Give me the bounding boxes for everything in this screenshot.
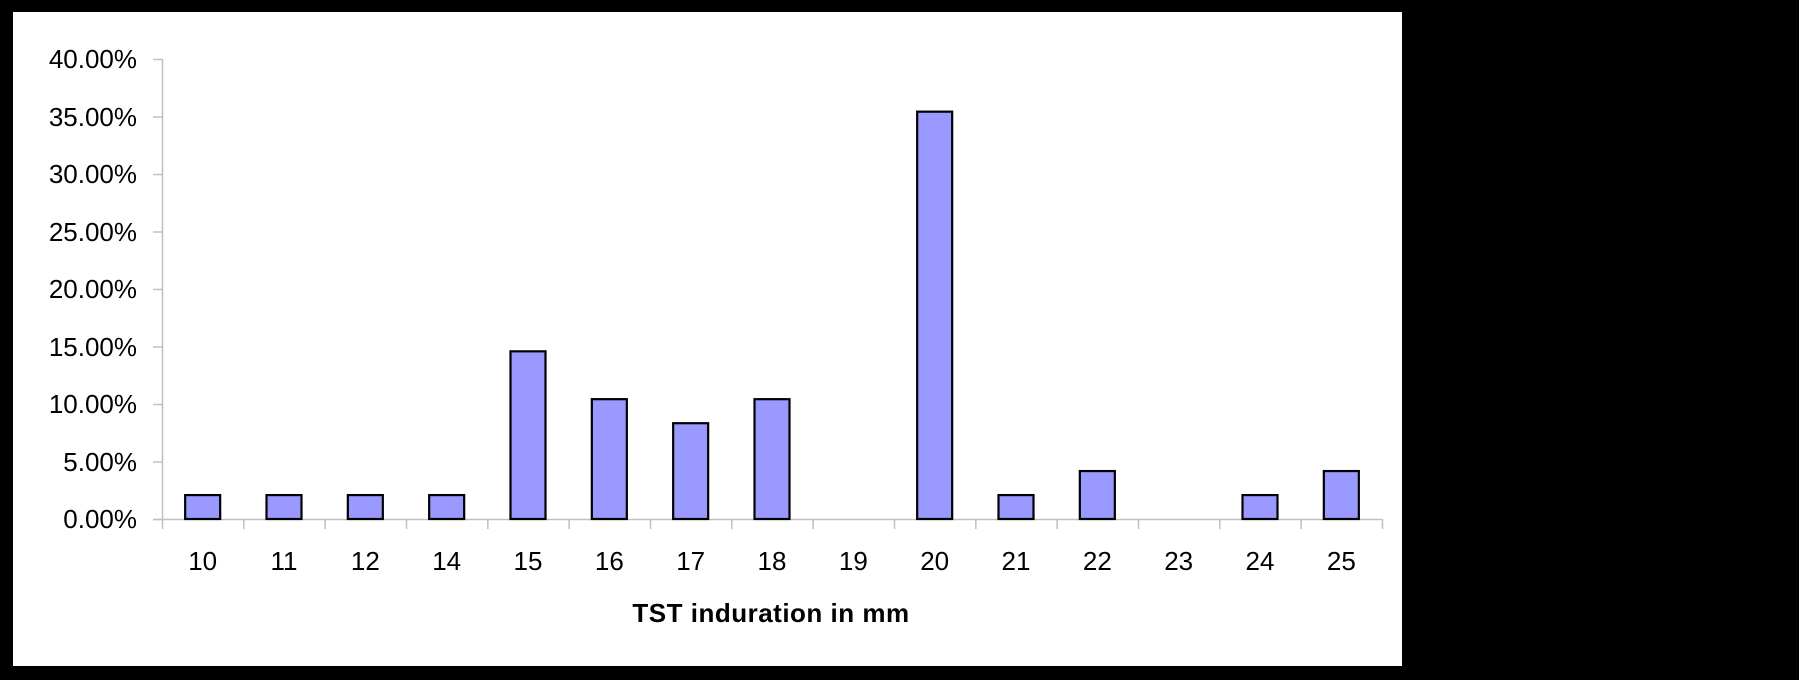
x-tick-label: 21	[1001, 546, 1031, 576]
y-tick-label: 0.00%	[63, 504, 137, 534]
x-tick-label: 25	[1326, 546, 1356, 576]
y-tick-label: 20.00%	[48, 274, 137, 304]
bar-15	[509, 350, 547, 521]
bar-16	[590, 398, 628, 521]
y-tick-label: 25.00%	[48, 216, 137, 247]
y-tick-label: 15.00%	[48, 331, 137, 362]
bar-18	[753, 398, 791, 521]
x-tick-label: 24	[1245, 546, 1275, 576]
y-tick-label: 40.00%	[48, 44, 137, 74]
x-tick-label: 20	[920, 546, 950, 576]
bar-22	[1078, 469, 1116, 521]
bar-17	[672, 422, 710, 521]
x-axis-title: TST induration in mm	[632, 598, 910, 628]
x-tick-label: 23	[1164, 546, 1194, 576]
chart-panel	[13, 12, 1402, 666]
y-tick-label: 30.00%	[48, 159, 137, 189]
bar-25	[1322, 469, 1360, 521]
x-tick-label: 19	[838, 546, 868, 576]
y-tick-label: 10.00%	[48, 389, 137, 419]
x-tick-label: 10	[188, 546, 218, 576]
bars	[184, 110, 1360, 521]
bar-24	[1241, 493, 1279, 521]
x-tick-label: 14	[432, 546, 462, 576]
bar-14	[428, 493, 466, 521]
y-tick-label: 35.00%	[48, 101, 137, 132]
x-tick-label: 12	[350, 546, 380, 576]
x-tick-label: 15	[513, 546, 543, 576]
y-tick-label: 5.00%	[63, 446, 137, 477]
x-tick-label: 17	[676, 546, 706, 576]
bar-20	[916, 110, 954, 521]
x-tick-label: 11	[270, 546, 298, 576]
x-tick-label: 18	[757, 546, 787, 576]
x-tick-label: 22	[1082, 546, 1112, 576]
bar-10	[184, 493, 222, 521]
bar-11	[265, 493, 303, 521]
bar-12	[346, 493, 384, 521]
x-tick-label: 16	[594, 546, 624, 576]
bar-21	[997, 493, 1035, 521]
